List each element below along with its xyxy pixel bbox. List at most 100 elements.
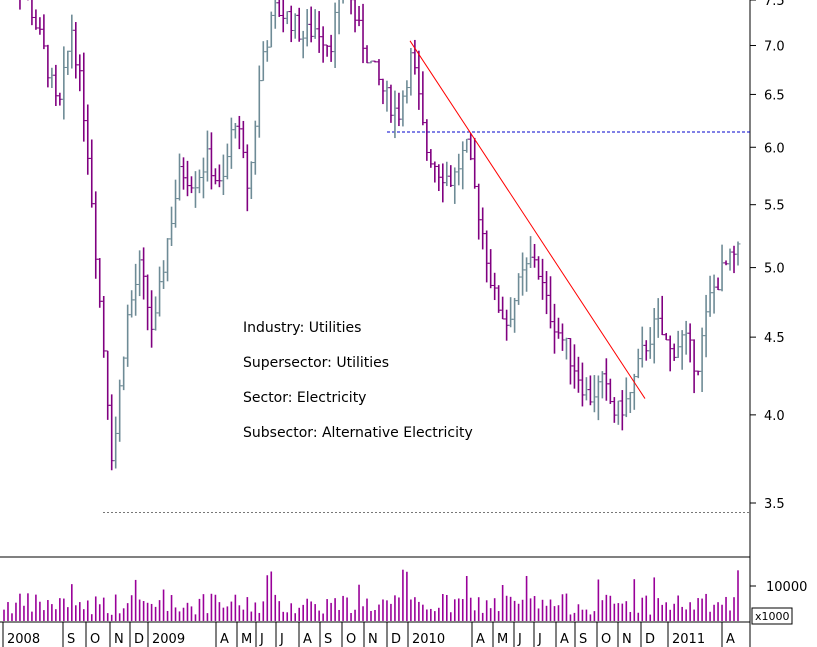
ohlc-bar — [699, 327, 705, 393]
ohlc-bar — [691, 339, 697, 394]
month-label: S — [579, 632, 587, 647]
ohlc-bar — [244, 144, 250, 212]
month-label: A — [220, 632, 229, 647]
annotation-subsector: Subsector: Alternative Electricity — [243, 425, 473, 441]
ohlc-bar — [236, 115, 242, 150]
ohlc-bar — [248, 161, 254, 199]
ohlc-bar — [583, 377, 589, 401]
ohlc-bar — [651, 308, 657, 364]
ohlc-bar — [73, 22, 79, 79]
ohlc-bar — [623, 377, 629, 418]
ohlc-bar — [424, 119, 430, 161]
ohlc-bar — [723, 260, 729, 266]
month-label: S — [324, 632, 332, 647]
ohlc-bar — [137, 250, 143, 297]
ohlc-bar — [687, 323, 693, 363]
ohlc-bar — [97, 258, 103, 308]
ohlc-bar — [376, 59, 382, 86]
ohlc-bar — [476, 183, 482, 240]
ohlc-bar — [264, 40, 270, 62]
ohlc-bar — [328, 34, 334, 62]
ohlc-bar — [388, 84, 394, 123]
ohlc-bar — [496, 285, 502, 313]
month-label: J — [537, 632, 542, 647]
volume-tick-label: 10000 — [766, 580, 807, 595]
ohlc-bar — [192, 171, 198, 208]
ohlc-bar — [520, 252, 526, 296]
ohlc-bar — [571, 344, 577, 389]
ohlc-bar — [428, 149, 434, 168]
ohlc-bar — [567, 337, 573, 385]
ohlc-bar — [117, 379, 123, 442]
ohlc-bar — [101, 295, 107, 358]
ohlc-bar — [735, 241, 741, 266]
price-tick-label: 5.0 — [764, 262, 785, 277]
month-label: N — [368, 632, 378, 647]
ohlc-bar — [81, 52, 87, 142]
ohlc-bar — [508, 297, 514, 328]
ohlc-bar — [364, 45, 370, 64]
ohlc-bar — [715, 277, 721, 291]
ohlc-bar — [161, 260, 167, 289]
ohlc-bar — [512, 297, 518, 333]
annotation-industry: Industry: Utilities — [243, 320, 361, 336]
ohlc-bar — [61, 46, 67, 120]
ohlc-bar — [615, 400, 621, 425]
ohlc-bar — [532, 243, 538, 268]
annotation-block: Industry: Utilities Supersector: Utiliti… — [243, 320, 473, 441]
x-axis: 2008 S O N D 2009 A M J J A S O N D 2010 A M J J A S O N D 2011 A — [0, 621, 750, 647]
month-label: J — [259, 632, 264, 647]
ohlc-bar — [169, 206, 175, 246]
month-label: 2008 — [7, 632, 40, 647]
month-label: J — [279, 632, 284, 647]
ohlc-bar — [356, 5, 362, 27]
ohlc-bar — [587, 375, 593, 406]
ohlc-bar — [256, 65, 262, 138]
ohlc-bar — [639, 326, 645, 368]
price-tick-label: 7.0 — [764, 40, 785, 55]
ohlc-bar — [105, 350, 111, 420]
ohlc-bar — [452, 167, 458, 204]
ohlc-bar — [212, 168, 218, 185]
ohlc-bar — [516, 273, 522, 305]
ohlc-bar — [69, 14, 75, 69]
ohlc-bar — [480, 207, 486, 250]
ohlc-bar — [220, 154, 226, 195]
ohlc-bar — [432, 161, 438, 183]
month-label: J — [517, 632, 522, 647]
ohlc-bar — [524, 257, 530, 292]
ohlc-bar — [444, 161, 450, 187]
ohlc-bar — [460, 141, 466, 190]
price-tick-label: 6.0 — [764, 141, 785, 156]
price-tick-label: 4.0 — [764, 409, 785, 424]
month-label: A — [476, 632, 485, 647]
ohlc-bar — [675, 330, 681, 358]
ohlc-bar — [284, 11, 290, 25]
ohlc-bar — [157, 266, 163, 317]
month-label: 2010 — [412, 632, 445, 647]
ohlc-bar — [296, 7, 302, 42]
ohlc-bar — [129, 290, 135, 318]
ohlc-bar — [599, 371, 605, 399]
ohlc-bar — [464, 138, 470, 153]
ohlc-bar — [544, 271, 550, 315]
ohlc-bar — [204, 130, 210, 182]
ohlc-bar — [312, 9, 318, 39]
month-label: D — [134, 632, 144, 647]
ohlc-bar — [408, 47, 414, 96]
ohlc-bar — [579, 362, 585, 407]
ohlc-bar — [603, 358, 609, 401]
ohlc-bar — [41, 14, 47, 50]
ohlc-bar — [53, 64, 59, 107]
ohlc-bar — [109, 394, 115, 471]
ohlc-bar — [352, 0, 358, 33]
ohlc-bar — [65, 50, 71, 75]
ohlc-bar — [468, 133, 474, 161]
ohlc-bar — [141, 247, 147, 300]
ohlc-bar — [659, 295, 665, 336]
ohlc-bar — [93, 191, 99, 279]
ohlc-bar — [224, 143, 230, 180]
ohlc-bar — [540, 258, 546, 300]
ohlc-bar — [711, 274, 717, 314]
